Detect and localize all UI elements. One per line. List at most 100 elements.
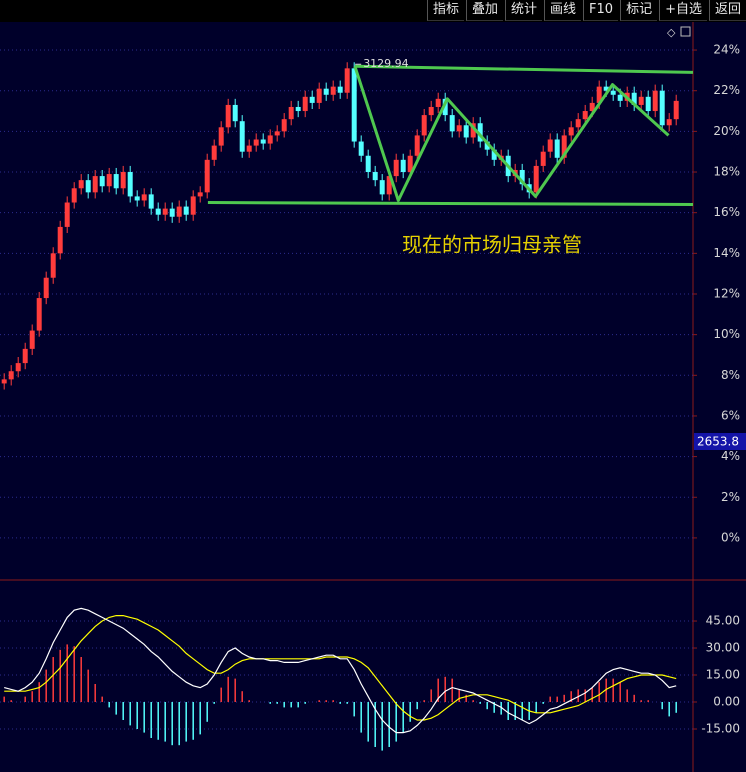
candle-body: [106, 174, 112, 187]
candle-body: [582, 111, 588, 120]
candle-body: [414, 135, 420, 156]
candle-body: [64, 202, 70, 227]
y-tick-label: 4%: [721, 449, 740, 463]
y-tick-label: 24%: [713, 43, 740, 57]
y-tick-label: 2%: [721, 490, 740, 504]
peak-label: 3129.94: [363, 57, 409, 70]
candle-body: [456, 125, 462, 132]
candle-body: [15, 363, 21, 372]
candle-body: [631, 92, 637, 105]
candle-body: [22, 348, 28, 364]
candle-body: [344, 68, 350, 93]
candle-body: [386, 176, 392, 195]
candle-body: [134, 196, 140, 201]
y-tick-label: 18%: [713, 165, 740, 179]
y-tick-label: 22%: [713, 83, 740, 97]
candle-body: [358, 141, 364, 156]
candle-body: [617, 94, 623, 101]
candle-body: [659, 90, 665, 126]
candle-body: [442, 98, 448, 116]
candle-body: [113, 174, 119, 189]
trend-line: [207, 201, 693, 206]
candle-body: [449, 115, 455, 132]
candle-body: [302, 96, 308, 112]
toolbar-button[interactable]: 统计: [505, 0, 543, 21]
candle-body: [148, 194, 154, 209]
candle-body: [204, 159, 210, 193]
candle-body: [29, 330, 35, 349]
candle-body: [652, 90, 658, 112]
y-tick-label: 15.00: [706, 668, 740, 682]
candle-body: [190, 196, 196, 215]
candle-body: [337, 86, 343, 93]
y-tick-label: 8%: [721, 368, 740, 382]
candle-body: [638, 96, 644, 105]
window-icon[interactable]: [680, 26, 691, 37]
candle-body: [120, 172, 126, 189]
y-tick-label: 14%: [713, 246, 740, 260]
diamond-icon[interactable]: ◇: [667, 26, 676, 39]
candle-body: [421, 115, 427, 136]
candle-body: [330, 86, 336, 95]
toolbar-button[interactable]: 标记: [620, 0, 658, 21]
candle-body: [169, 208, 175, 217]
candle-body: [554, 139, 560, 158]
candle-body: [162, 208, 168, 215]
candle-body: [8, 371, 14, 380]
candle-body: [568, 127, 574, 136]
candle-body: [71, 188, 77, 203]
candle-body: [470, 123, 476, 138]
candle-body: [407, 155, 413, 173]
candle-body: [435, 98, 441, 107]
annotation: 现在的市场归母亲管: [402, 233, 582, 257]
y-tick-label: 30.00: [706, 641, 740, 655]
candle-body: [610, 90, 616, 95]
candle-body: [596, 86, 602, 103]
candle-body: [673, 100, 679, 120]
candle-body: [267, 135, 273, 144]
candle-body: [183, 206, 189, 215]
candle-body: [281, 119, 287, 132]
candle-body: [561, 135, 567, 158]
y-tick-label: 0%: [721, 530, 740, 544]
candle-body: [239, 121, 245, 152]
y-tick-label: 6%: [721, 408, 740, 422]
toolbar-button[interactable]: +自选: [659, 0, 707, 21]
candle-body: [379, 180, 385, 195]
candle-body: [589, 102, 595, 112]
y-tick-label: 16%: [713, 205, 740, 219]
macd-dea-line: [4, 614, 677, 721]
candle-body: [463, 125, 469, 138]
candle-body: [78, 180, 84, 189]
candle-body: [288, 106, 294, 120]
candle-body: [232, 104, 238, 122]
y-tick-label: 10%: [713, 327, 740, 341]
candle-body: [85, 180, 91, 193]
candle-body: [309, 96, 315, 103]
candle-body: [393, 159, 399, 177]
toolbar-button[interactable]: 返回: [708, 0, 746, 21]
price-tag: 2653.8: [697, 435, 739, 449]
y-tick-label: 45.00: [706, 614, 740, 628]
candle-body: [211, 145, 217, 160]
toolbar-button[interactable]: 叠加: [465, 0, 503, 21]
candle-body: [57, 226, 63, 254]
candle-body: [645, 96, 651, 112]
candle-body: [260, 139, 266, 144]
candle-body: [225, 104, 231, 128]
candle-body: [218, 127, 224, 146]
toolbar-button[interactable]: 画线: [544, 0, 582, 21]
price-tag-box: [694, 433, 746, 450]
macd-dif-line: [4, 607, 677, 734]
toolbar-button[interactable]: F10: [583, 0, 619, 21]
candle-body: [36, 298, 42, 331]
candle-body: [141, 194, 147, 201]
candle-body: [428, 106, 434, 116]
candle-body: [295, 106, 301, 112]
candle-body: [575, 119, 581, 128]
candle-body: [50, 253, 56, 278]
candle-body: [197, 192, 203, 197]
toolbar-button[interactable]: 指标: [426, 0, 464, 21]
toolbar: 指标 叠加 统计 画线 F10 标记 +自选 返回: [0, 0, 746, 22]
candle-body: [365, 155, 371, 173]
